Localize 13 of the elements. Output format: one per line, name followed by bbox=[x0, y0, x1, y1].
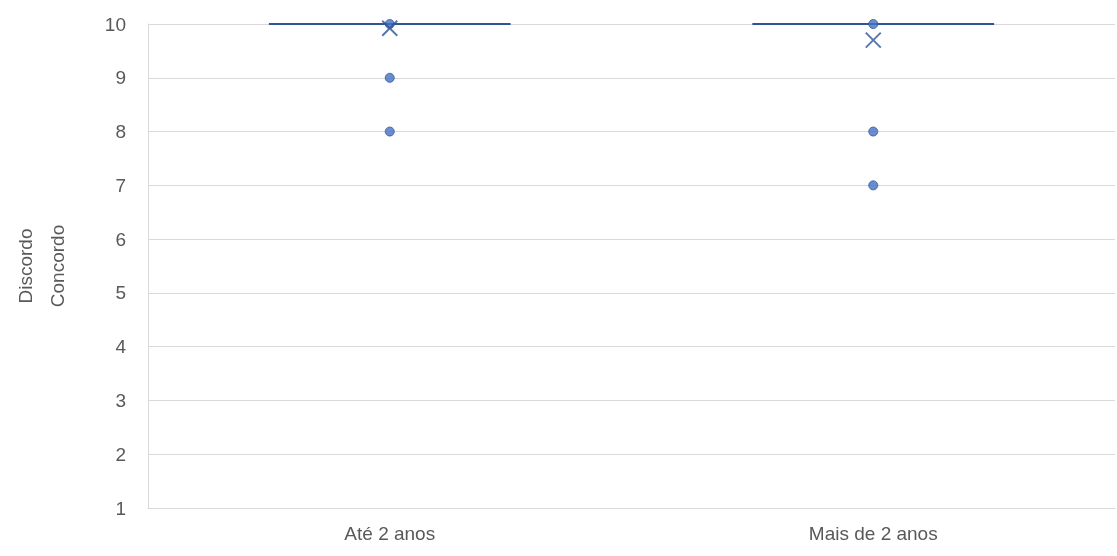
y-tick-label: 10 bbox=[104, 13, 126, 35]
x-tick-label: Mais de 2 anos bbox=[808, 523, 938, 544]
y-tick-label: 3 bbox=[115, 389, 126, 411]
y-axis-title: Discordo Concordo bbox=[14, 224, 68, 308]
y-tick-label: 4 bbox=[115, 336, 127, 358]
y-tick-label: 9 bbox=[115, 67, 126, 89]
x-tick-label: Até 2 anos bbox=[344, 523, 436, 544]
y-tick-label: 8 bbox=[115, 121, 126, 143]
y-tick-label: 6 bbox=[115, 228, 126, 250]
y-tick-label: 7 bbox=[115, 174, 126, 196]
y-tick-label: 2 bbox=[115, 443, 126, 465]
y-tick-label: 1 bbox=[115, 497, 126, 519]
y-tick-label: 5 bbox=[115, 282, 126, 304]
